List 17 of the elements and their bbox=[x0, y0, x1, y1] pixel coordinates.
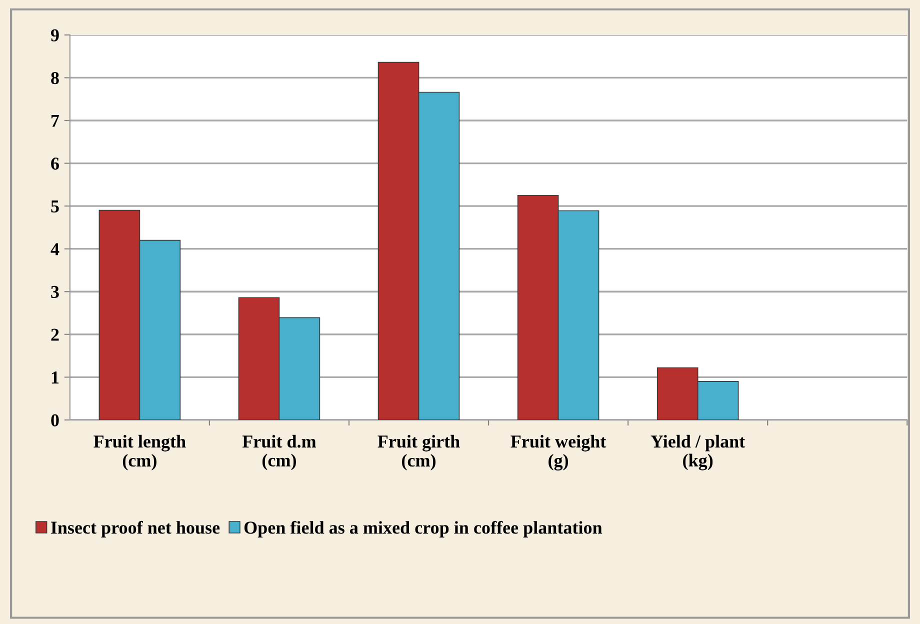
legend-label: Open field as a mixed crop in coffee plantation bbox=[244, 520, 602, 538]
x-tick-label: Fruit weight (g) bbox=[510, 434, 606, 470]
y-tick-label: 2 bbox=[51, 328, 59, 341]
x-tick-label: Fruit d.m (cm) bbox=[242, 434, 316, 470]
y-tick-label: 8 bbox=[51, 72, 59, 84]
y-tick-label: 4 bbox=[50, 243, 60, 256]
y-tick-label: 7 bbox=[52, 114, 60, 127]
x-tick-label: Fruit length (cm) bbox=[94, 434, 186, 470]
legend-label: Insect proof net house bbox=[50, 520, 220, 538]
x-tick-label: Yield / plant (kg) bbox=[650, 434, 746, 470]
y-tick-label: 1 bbox=[52, 372, 59, 384]
y-tick-label: 5 bbox=[51, 200, 59, 212]
y-tick-label: 0 bbox=[51, 414, 59, 426]
y-tick-label: 3 bbox=[51, 286, 59, 298]
y-tick-label: 6 bbox=[51, 158, 59, 170]
y-tick-label: 9 bbox=[50, 29, 59, 42]
x-tick-label: Fruit girth (cm) bbox=[378, 434, 460, 470]
